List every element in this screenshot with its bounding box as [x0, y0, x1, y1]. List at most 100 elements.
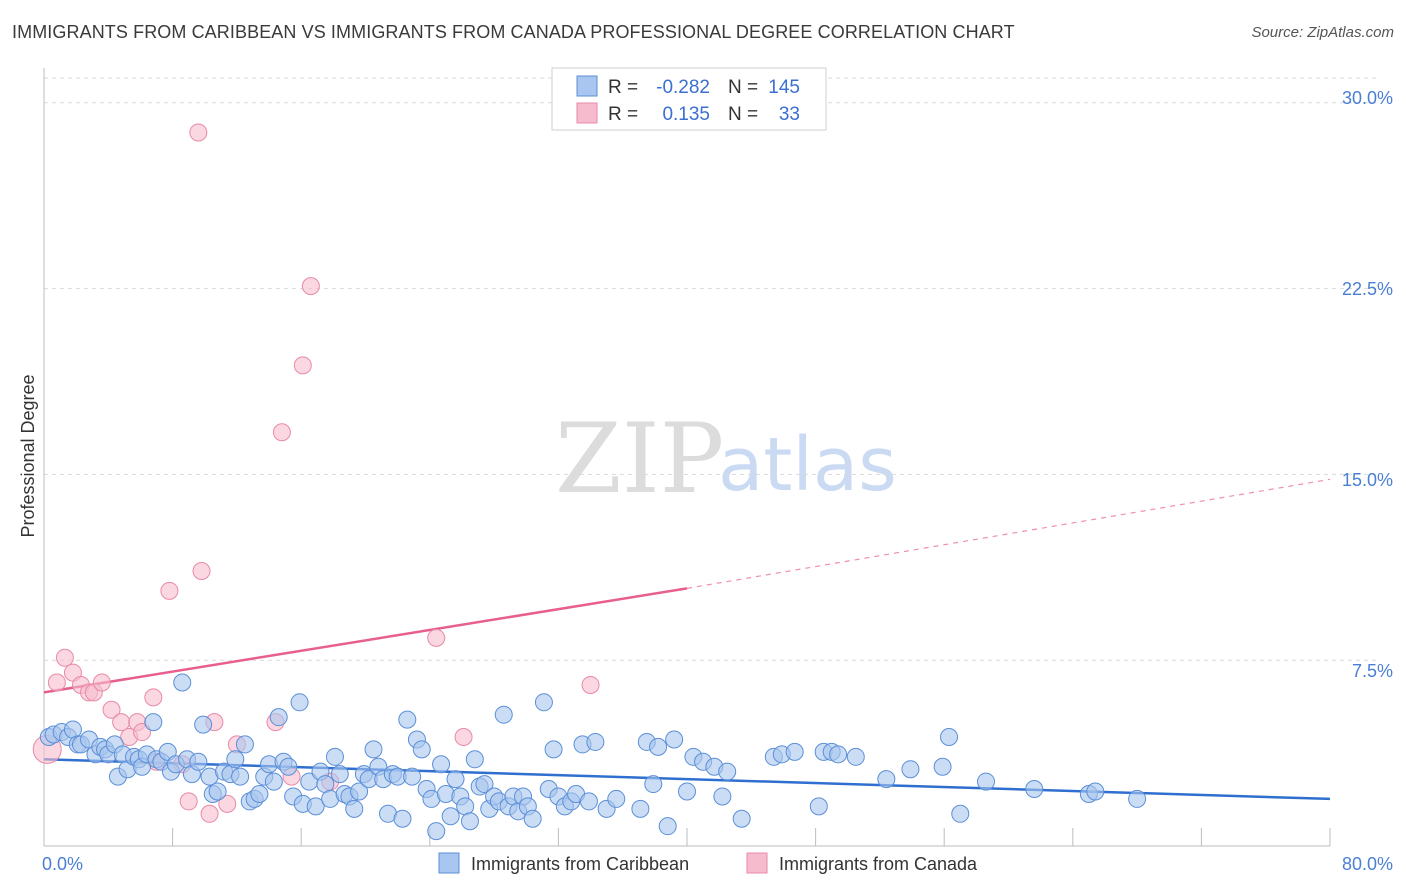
- data-point-caribbean: [976, 772, 995, 791]
- legend-swatch-caribbean: [576, 75, 598, 97]
- data-point-caribbean: [208, 782, 227, 801]
- data-point-caribbean: [330, 765, 349, 784]
- data-point-caribbean: [475, 775, 494, 794]
- data-point-caribbean: [718, 762, 737, 781]
- data-point-canada: [92, 673, 111, 692]
- series-legend: Immigrants from Caribbean Immigrants fro…: [438, 852, 978, 874]
- data-point-caribbean: [607, 789, 626, 808]
- legend-r-value-canada: 0.135: [662, 104, 710, 125]
- watermark: ZIP atlas: [555, 403, 897, 515]
- x-tick-label-min: 0.0%: [42, 854, 83, 874]
- legend-n-label: N =: [728, 104, 758, 125]
- data-point-caribbean: [350, 782, 369, 801]
- legend-r-label: R =: [608, 77, 638, 98]
- data-point-caribbean: [432, 755, 451, 774]
- data-point-caribbean: [264, 772, 283, 791]
- data-point-canada: [272, 423, 291, 442]
- data-point-canada: [47, 673, 66, 692]
- y-tick-label: 7.5%: [1352, 661, 1393, 681]
- trend-line-canada: [43, 587, 688, 694]
- data-point-canada: [581, 675, 600, 694]
- data-point-caribbean: [189, 752, 208, 771]
- legend-label-caribbean: Immigrants from Caribbean: [471, 854, 689, 874]
- data-point-caribbean: [713, 787, 732, 806]
- data-point-caribbean: [279, 757, 298, 776]
- y-tick-label: 22.5%: [1342, 279, 1393, 299]
- data-point-caribbean: [398, 710, 417, 729]
- data-point-caribbean: [658, 817, 677, 836]
- data-point-caribbean: [494, 705, 513, 724]
- data-point-caribbean: [250, 784, 269, 803]
- watermark-atlas: atlas: [718, 422, 897, 508]
- data-point-canada: [102, 700, 121, 719]
- data-point-caribbean: [829, 745, 848, 764]
- data-point-caribbean: [940, 727, 959, 746]
- chart-title: IMMIGRANTS FROM CARIBBEAN VS IMMIGRANTS …: [12, 22, 1015, 42]
- data-point-canada: [112, 713, 131, 732]
- data-point-caribbean: [579, 792, 598, 811]
- data-point-caribbean: [631, 799, 650, 818]
- data-point-caribbean: [412, 740, 431, 759]
- data-point-caribbean: [933, 757, 952, 776]
- legend-n-label: N =: [728, 77, 758, 98]
- legend-r-label: R =: [608, 104, 638, 125]
- gridlines: [44, 77, 1380, 661]
- data-point-caribbean: [427, 822, 446, 841]
- legend-swatch-canada: [746, 852, 768, 874]
- y-tick-label: 30.0%: [1342, 88, 1393, 108]
- data-point-caribbean: [345, 799, 364, 818]
- data-point-canada: [427, 628, 446, 647]
- data-point-caribbean: [231, 767, 250, 786]
- data-point-canada: [133, 723, 152, 742]
- data-point-caribbean: [393, 809, 412, 828]
- data-point-caribbean: [194, 715, 213, 734]
- data-point-caribbean: [269, 708, 288, 727]
- data-point-caribbean: [785, 742, 804, 761]
- series-caribbean-points: [39, 673, 1147, 841]
- data-point-caribbean: [523, 809, 542, 828]
- data-point-caribbean: [901, 760, 920, 779]
- data-point-caribbean: [644, 775, 663, 794]
- data-point-caribbean: [877, 770, 896, 789]
- series-canada-points: [32, 123, 600, 823]
- data-point-caribbean: [1128, 789, 1147, 808]
- data-point-canada: [179, 792, 198, 811]
- watermark-zip: ZIP: [555, 403, 724, 515]
- data-point-caribbean: [1025, 780, 1044, 799]
- data-point-caribbean: [846, 747, 865, 766]
- data-point-canada: [200, 804, 219, 823]
- data-point-caribbean: [460, 812, 479, 831]
- data-point-caribbean: [446, 770, 465, 789]
- data-point-caribbean: [586, 732, 605, 751]
- data-point-caribbean: [809, 797, 828, 816]
- data-point-canada: [144, 688, 163, 707]
- y-tick-labels: 30.0% 22.5% 15.0% 7.5%: [1342, 88, 1393, 681]
- data-point-caribbean: [1086, 782, 1105, 801]
- data-point-canada: [301, 277, 320, 296]
- stats-legend-box: [551, 67, 827, 131]
- data-point-caribbean: [544, 740, 563, 759]
- stats-legend: R = -0.282 N = 145 R = 0.135 N = 33: [551, 67, 827, 131]
- legend-swatch-caribbean: [438, 852, 460, 874]
- data-point-caribbean: [732, 809, 751, 828]
- data-point-caribbean: [951, 804, 970, 823]
- data-point-caribbean: [678, 782, 696, 801]
- data-point-caribbean: [235, 735, 254, 754]
- data-point-caribbean: [290, 693, 309, 712]
- legend-label-canada: Immigrants from Canada: [779, 854, 978, 874]
- data-point-caribbean: [306, 797, 325, 816]
- data-point-caribbean: [364, 740, 383, 759]
- chart-source: Source: ZipAtlas.com: [1251, 24, 1394, 41]
- legend-n-value-caribbean: 145: [768, 77, 800, 98]
- data-point-caribbean: [144, 713, 163, 732]
- legend-r-value-caribbean: -0.282: [656, 77, 710, 98]
- data-point-canada: [189, 123, 208, 142]
- x-tick-label-max: 80.0%: [1342, 854, 1393, 874]
- trend-line-caribbean: [43, 758, 1331, 801]
- data-point-canada: [55, 648, 74, 667]
- data-point-caribbean: [665, 730, 684, 749]
- data-point-caribbean: [649, 737, 668, 756]
- data-point-canada: [293, 356, 312, 375]
- data-point-caribbean: [173, 673, 192, 692]
